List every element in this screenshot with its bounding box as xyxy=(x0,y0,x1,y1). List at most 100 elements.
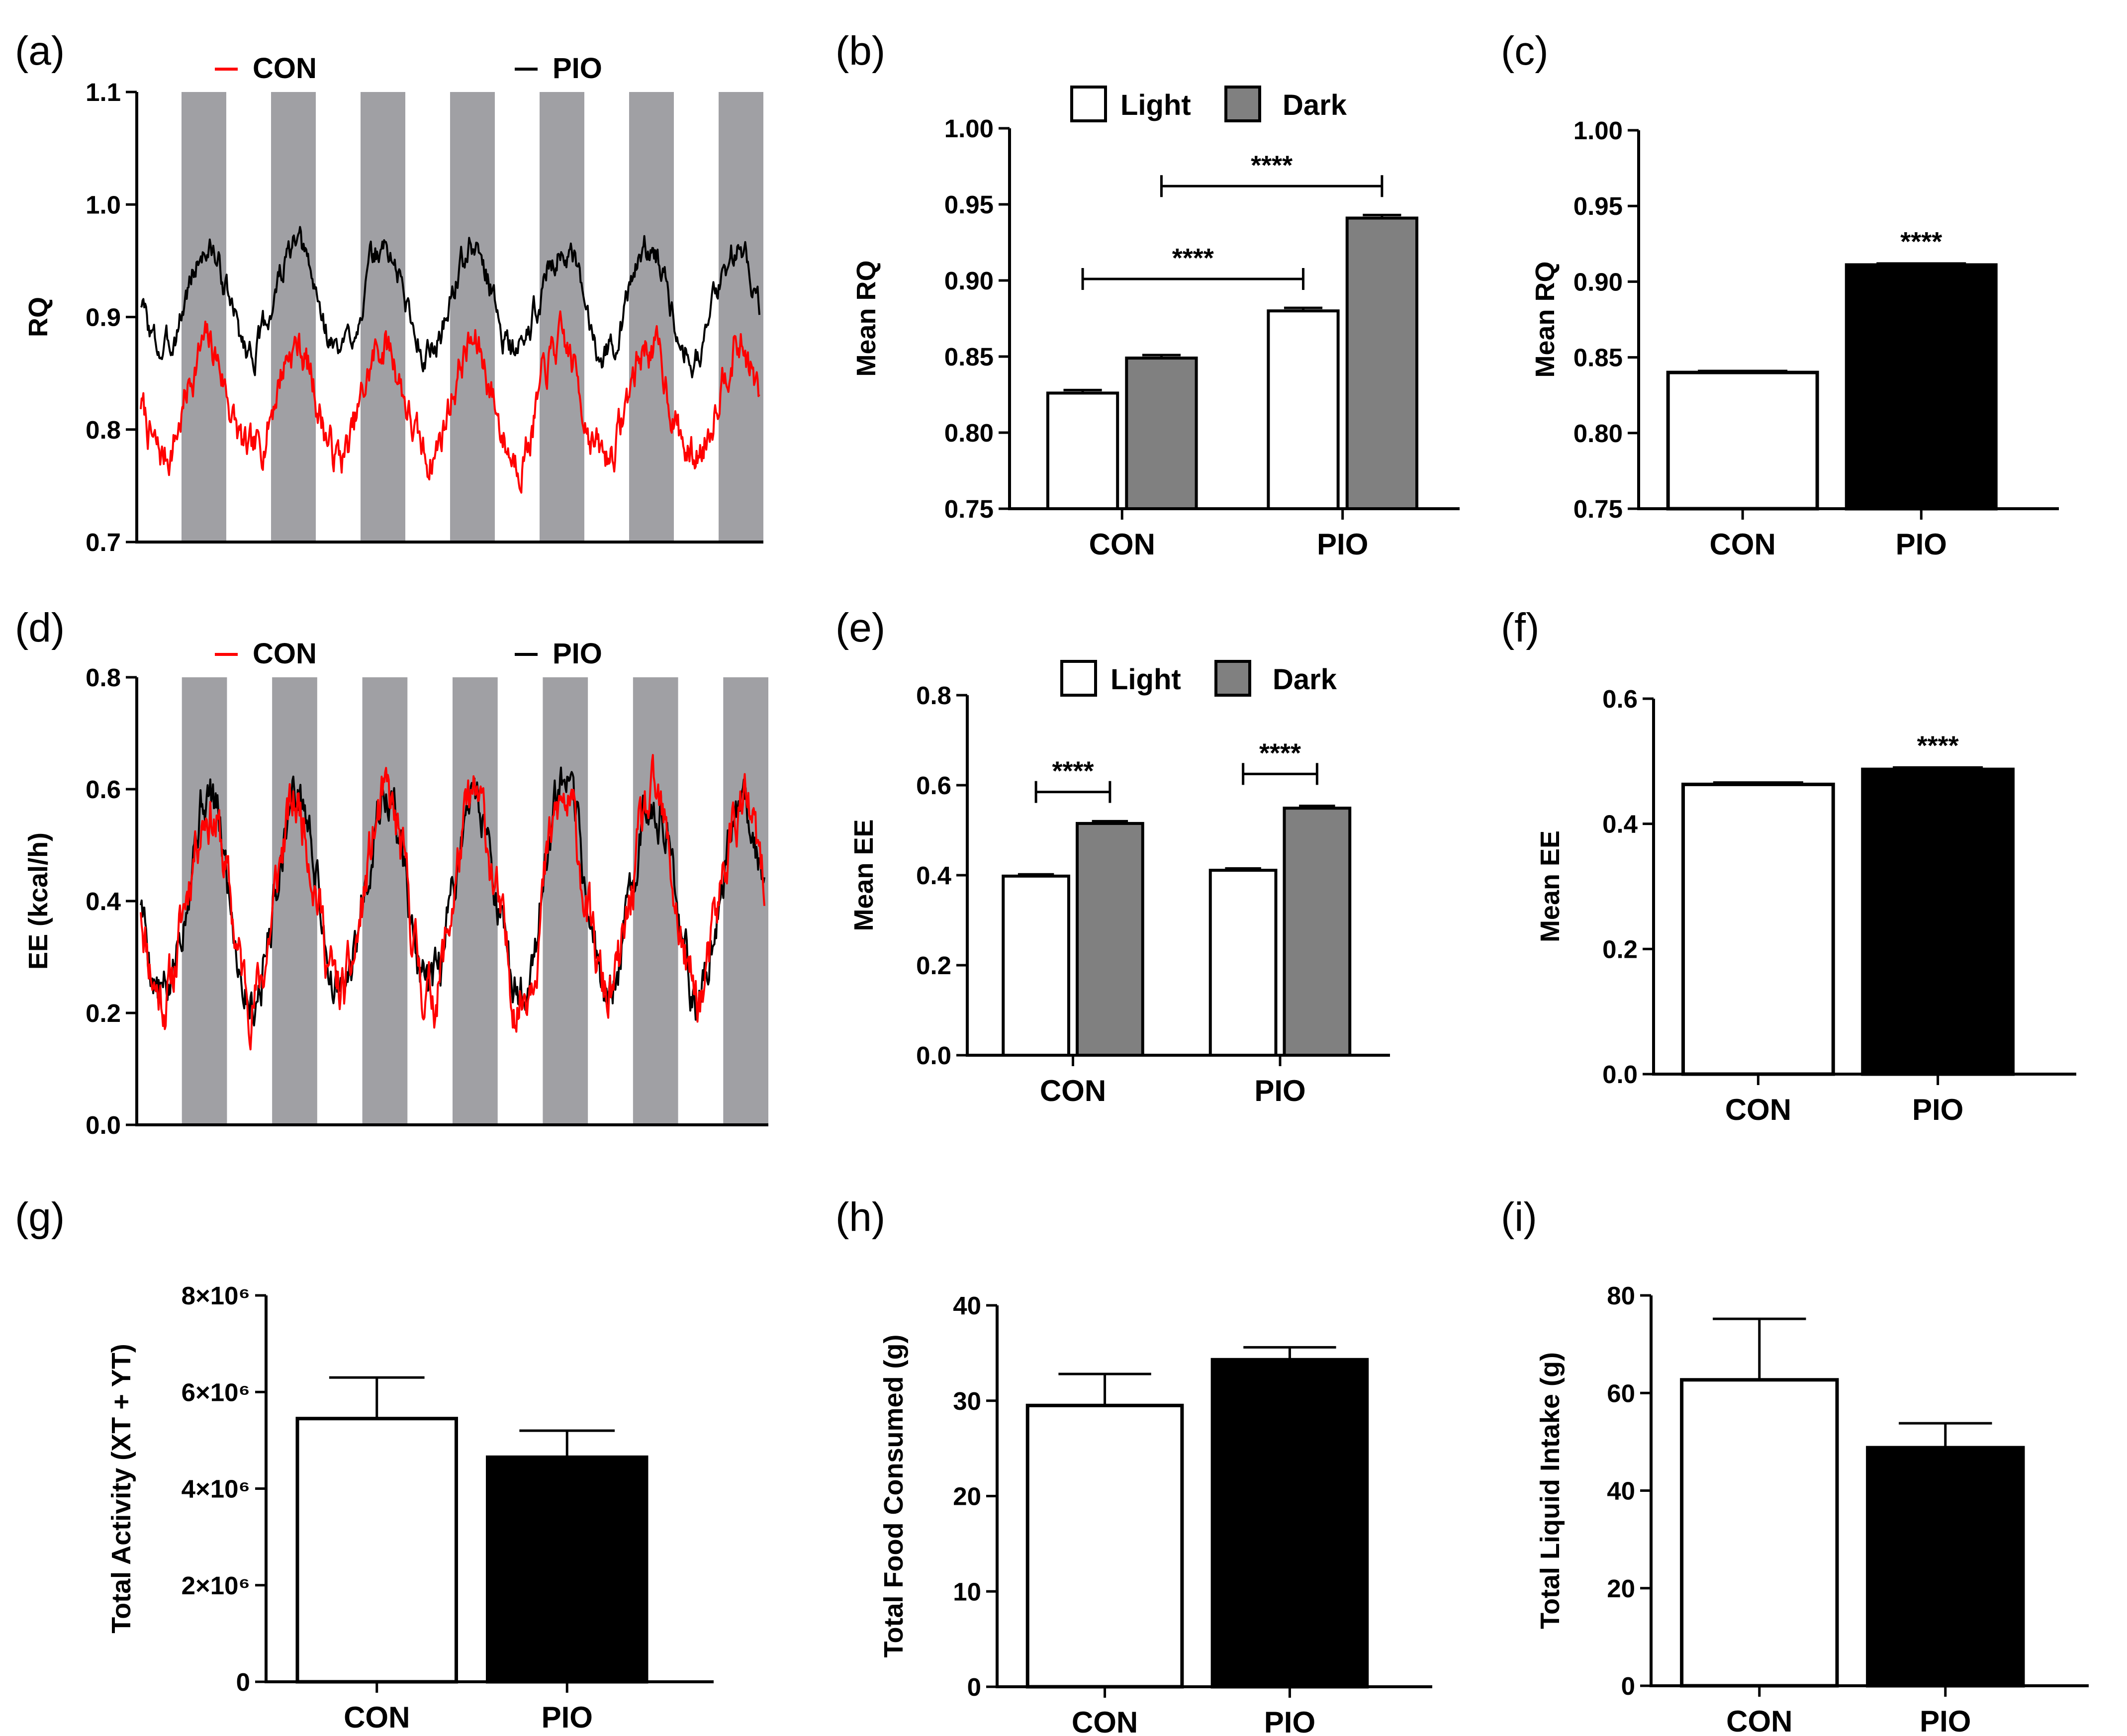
bar-con xyxy=(1025,1403,1184,1689)
y-tick-label: 0.2 xyxy=(1602,935,1638,963)
panel-label: (e) xyxy=(835,605,885,650)
y-axis-label: Mean EE xyxy=(849,819,879,931)
y-tick-label: 1.00 xyxy=(1573,116,1623,145)
y-tick-label: 0.6 xyxy=(916,771,951,800)
y-axis-label: EE (kcal/h) xyxy=(23,832,53,970)
series-line-con xyxy=(140,754,765,1051)
x-tick-label: CON xyxy=(1725,1093,1791,1126)
panel-b: CON PIO 0.75 0.80 0.85 0.90 0.95 1.00 Mean RQ (b)… xyxy=(835,28,1460,561)
y-tick-label: 0.2 xyxy=(916,951,951,980)
y-tick-label: 10 xyxy=(953,1577,981,1606)
bar-pio xyxy=(1861,767,2015,1076)
panel-a: 0.7 0.8 0.9 1.0 1.1 RQ (a) CON PIO xyxy=(15,28,763,556)
legend-label: Dark xyxy=(1283,89,1347,121)
panel-g: CON PIO 0 2×10⁶ 4×10⁶ 6×10⁶ 8×10⁶ Total Activit… xyxy=(15,1194,714,1734)
x-tick-label: CON xyxy=(1089,528,1155,561)
y-tick-label: 0.85 xyxy=(944,343,994,371)
y-axis-label: Total Liquid Intake (g) xyxy=(1535,1352,1565,1629)
legend-swatch-light xyxy=(1060,660,1097,697)
y-tick-label: 4×10⁶ xyxy=(182,1475,250,1503)
bar-con-dark xyxy=(1076,822,1144,1057)
significance-stars: **** xyxy=(1259,738,1301,768)
y-tick-label: 0.4 xyxy=(86,887,121,915)
y-tick-label: 0.75 xyxy=(1573,495,1623,523)
panel-c: CON **** PIO 0.75 0.80 0.85 0.90 0.95 1.00 Mean R… xyxy=(1501,28,2059,561)
y-tick-label: 0 xyxy=(236,1668,250,1696)
bar-con xyxy=(295,1417,458,1684)
legend-label: PIO xyxy=(553,52,602,85)
y-axis-label: Total Food Consumed (g) xyxy=(879,1335,909,1658)
panel-label: (c) xyxy=(1501,28,1549,74)
panel-e: CON PIO 0.0 0.2 0.4 0.6 0.8 Mean EE (e) **** **** L… xyxy=(835,605,1390,1107)
legend-label: Dark xyxy=(1273,663,1337,696)
y-tick-label: 0 xyxy=(1621,1672,1635,1700)
y-tick-label: 80 xyxy=(1607,1281,1635,1310)
significance-stars: **** xyxy=(1172,243,1214,273)
panel-h: CON PIO 0 10 20 30 40 Total Food Consumed (g) (h… xyxy=(835,1194,1432,1736)
y-axis-label: Mean RQ xyxy=(851,260,881,376)
y-tick-label: 0.6 xyxy=(86,775,121,804)
y-axis-label: Mean EE xyxy=(1535,830,1565,942)
series-line-con xyxy=(140,310,760,494)
bar-pio-dark xyxy=(1283,807,1352,1057)
y-tick-label: 1.0 xyxy=(86,190,121,219)
bar-con-light xyxy=(1002,874,1070,1057)
bar-pio xyxy=(1845,263,1998,511)
bar-pio xyxy=(1866,1446,2025,1688)
y-tick-label: 0.8 xyxy=(86,663,121,692)
bar-con-light xyxy=(1046,391,1119,510)
x-tick-label: PIO xyxy=(1920,1705,1971,1736)
y-tick-label: 0.0 xyxy=(1602,1060,1638,1089)
panel-f: CON **** PIO 0.0 0.2 0.4 0.6 Mean EE (f) xyxy=(1501,605,2076,1126)
significance-stars: **** xyxy=(1251,150,1293,180)
y-tick-label: 0.8 xyxy=(86,416,121,444)
y-axis-label: Mean RQ xyxy=(1530,261,1560,377)
panel-i: CON PIO 0 20 40 60 80 Total Liquid Intake (g) (i… xyxy=(1501,1194,2089,1736)
panel-label: (a) xyxy=(15,28,65,74)
panel-d: 0.0 0.2 0.4 0.6 0.8 EE (kcal/h) (d) CON PIO xyxy=(15,605,768,1139)
legend-label: Light xyxy=(1120,89,1191,121)
y-tick-label: 0.95 xyxy=(1573,192,1623,220)
y-tick-label: 0.90 xyxy=(944,267,994,295)
bar-pio-dark xyxy=(1345,216,1419,511)
dark-period-band xyxy=(362,677,408,1125)
y-tick-label: 0.0 xyxy=(86,1111,121,1139)
series-line-pio xyxy=(140,226,760,378)
panel-label: (d) xyxy=(15,605,65,650)
y-tick-label: 0.75 xyxy=(944,495,994,523)
y-tick-label: 0.8 xyxy=(916,681,951,710)
y-tick-label: 40 xyxy=(1607,1477,1635,1505)
x-tick-label: CON xyxy=(1726,1705,1792,1736)
bar-pio-light xyxy=(1267,309,1340,510)
dark-period-band xyxy=(272,677,317,1125)
y-tick-label: 0.85 xyxy=(1573,344,1623,372)
y-tick-label: 8×10⁶ xyxy=(182,1281,250,1310)
panel-label: (b) xyxy=(835,28,885,74)
x-tick-label: CON xyxy=(1072,1706,1138,1736)
y-tick-label: 60 xyxy=(1607,1379,1635,1407)
bar-pio-light xyxy=(1208,869,1278,1057)
panel-label: (f) xyxy=(1501,605,1539,650)
y-tick-label: 0.95 xyxy=(944,190,994,219)
dark-period-band xyxy=(450,92,495,542)
bar-con xyxy=(1666,370,1819,511)
significance-stars: **** xyxy=(1917,731,1959,760)
bar-con xyxy=(1681,782,1835,1076)
y-axis-label: Total Activity (XT + YT) xyxy=(106,1344,136,1634)
dark-period-band xyxy=(723,677,768,1125)
dark-period-band xyxy=(719,92,763,542)
y-tick-label: 40 xyxy=(953,1291,981,1320)
legend-label: CON xyxy=(253,52,317,85)
x-tick-label: CON xyxy=(1709,528,1775,561)
dark-period-band xyxy=(633,677,678,1125)
dark-period-band xyxy=(361,92,405,542)
bar-pio xyxy=(1210,1358,1369,1689)
y-tick-label: 20 xyxy=(1607,1574,1635,1603)
dark-period-band xyxy=(271,92,316,542)
y-tick-label: 0.80 xyxy=(944,419,994,447)
y-tick-label: 0.9 xyxy=(86,303,121,332)
x-tick-label: PIO xyxy=(1317,528,1368,561)
y-tick-label: 30 xyxy=(953,1387,981,1415)
x-tick-label: CON xyxy=(344,1701,410,1734)
y-tick-label: 0 xyxy=(967,1673,981,1701)
